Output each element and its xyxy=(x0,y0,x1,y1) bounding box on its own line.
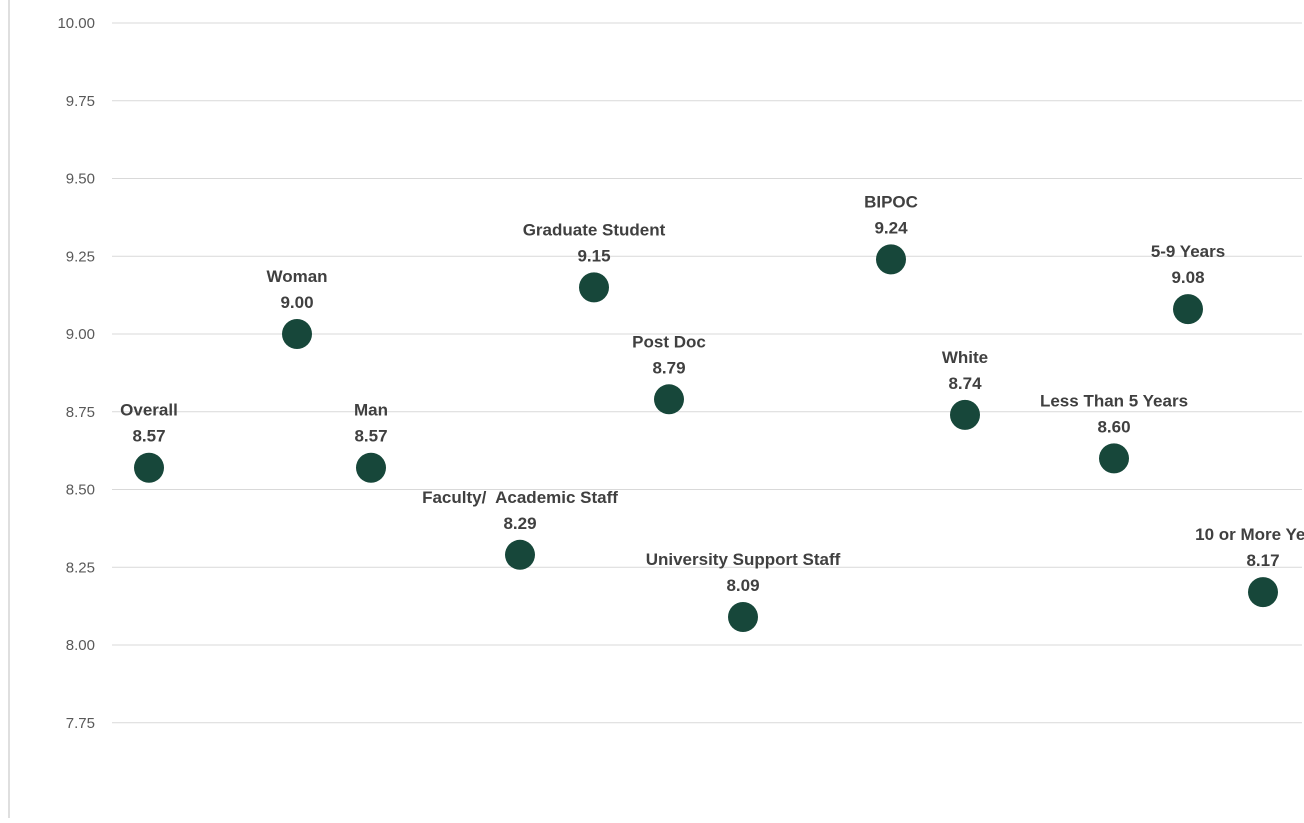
point-value-label: 9.24 xyxy=(874,218,908,237)
point-category-label: White xyxy=(942,348,988,367)
point-category-label: Man xyxy=(354,401,388,420)
point-category-label: University Support Staff xyxy=(646,550,841,569)
point-category-label: Post Doc xyxy=(632,332,706,351)
data-points xyxy=(134,244,1278,633)
data-point xyxy=(1173,294,1203,325)
y-tick-label: 10.00 xyxy=(57,15,95,32)
data-point xyxy=(1248,577,1278,608)
y-tick-label: 9.00 xyxy=(66,326,95,343)
data-point xyxy=(876,244,906,275)
point-value-label: 9.15 xyxy=(577,246,610,265)
y-tick-label: 8.50 xyxy=(66,482,95,499)
y-tick-label: 9.75 xyxy=(66,93,95,110)
y-tick-label: 8.00 xyxy=(66,637,95,654)
point-category-label: Less Than 5 Years xyxy=(1040,391,1188,410)
point-value-label: 8.09 xyxy=(726,576,759,595)
point-category-label: 10 or More Years xyxy=(1195,525,1304,544)
data-point xyxy=(356,452,386,483)
point-value-label: 8.60 xyxy=(1097,417,1130,436)
point-category-label: Woman xyxy=(266,267,327,286)
data-labels: Overall 8.57 Woman 9.00 Man 8.57 Faculty/ Acad… xyxy=(120,192,1304,595)
data-point xyxy=(134,452,164,483)
point-value-label: 8.79 xyxy=(652,358,685,377)
y-tick-label: 9.25 xyxy=(66,248,95,265)
y-tick-label: 8.75 xyxy=(66,404,95,421)
point-category-label: Graduate Student xyxy=(523,220,666,239)
point-value-label: 8.29 xyxy=(503,514,536,533)
point-value-label: 9.00 xyxy=(280,293,313,312)
data-point xyxy=(654,384,684,415)
data-point xyxy=(579,272,609,303)
data-point xyxy=(950,399,980,430)
point-value-label: 8.57 xyxy=(132,427,165,446)
point-value-label: 9.08 xyxy=(1171,268,1204,287)
data-point xyxy=(282,319,312,349)
point-value-label: 8.57 xyxy=(354,427,387,446)
point-category-label: 5-9 Years xyxy=(1151,242,1225,261)
y-tick-label: 8.25 xyxy=(66,559,95,576)
y-tick-label: 9.50 xyxy=(66,171,95,188)
data-point xyxy=(728,602,758,633)
point-value-label: 8.17 xyxy=(1246,551,1279,570)
y-axis-tick-labels: 10.00 9.75 9.50 9.25 9.00 8.75 8.50 8.25 8.00 7.7… xyxy=(57,15,95,732)
point-category-label: Faculty/ Academic Staff xyxy=(422,488,618,507)
point-category-label: Overall xyxy=(120,401,178,420)
data-point xyxy=(505,539,535,570)
y-tick-label: 7.75 xyxy=(66,715,95,732)
point-value-label: 8.74 xyxy=(948,374,982,393)
data-point xyxy=(1099,443,1129,474)
point-category-label: BIPOC xyxy=(864,192,918,211)
